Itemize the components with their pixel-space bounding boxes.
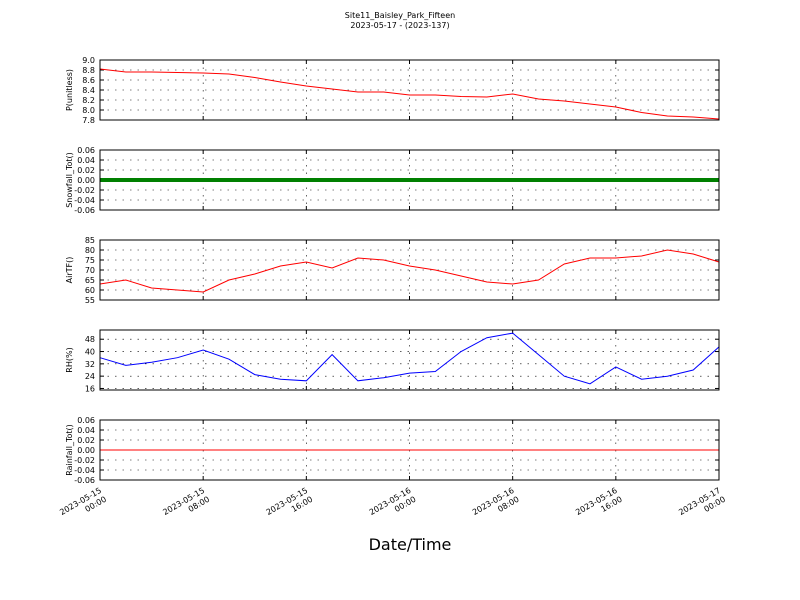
y-tick-label: 0.00 (77, 446, 95, 455)
y-tick-label: 32 (85, 360, 95, 369)
y-tick-label: -0.02 (74, 456, 95, 465)
y-tick-label: 48 (85, 335, 95, 344)
y-tick-label: 0.04 (77, 156, 95, 165)
y-tick-label: -0.04 (74, 196, 95, 205)
y-tick-label: -0.06 (74, 476, 95, 485)
y-tick-label: 0.04 (77, 426, 95, 435)
y-tick-label: 0.00 (77, 176, 95, 185)
y-axis-label: Snowfall_Tot() (65, 152, 74, 208)
y-axis-label: Rainfall_Tot() (65, 424, 74, 476)
y-tick-label: 0.02 (77, 166, 95, 175)
y-tick-label: 8.6 (82, 76, 95, 85)
axes-frame (99, 239, 720, 301)
y-tick-label: 8.2 (82, 96, 95, 105)
axes-frame (99, 149, 720, 211)
y-tick-label: -0.04 (74, 466, 95, 475)
y-tick-label: 9.0 (82, 56, 95, 65)
y-tick-label: 65 (85, 276, 95, 285)
y-tick-label: 8.8 (82, 66, 95, 75)
y-tick-label: 80 (85, 246, 95, 255)
y-tick-label: -0.02 (74, 186, 95, 195)
data-line (99, 332, 720, 385)
data-line (99, 249, 720, 293)
axes-frame (99, 59, 720, 121)
y-tick-label: 75 (85, 256, 95, 265)
y-tick-label: 0.02 (77, 436, 95, 445)
y-tick-label: 85 (85, 236, 95, 245)
chart-title: Site11_Baisley_Park_Fifteen (345, 11, 455, 20)
x-axis-label: Date/Time (369, 535, 452, 554)
axes-frame (99, 329, 720, 391)
y-axis-label: P(unitless) (65, 69, 74, 111)
y-tick-label: -0.06 (74, 206, 95, 215)
x-tick-label: 2023-05-1500:00 (58, 486, 108, 526)
x-tick-label: 2023-05-1700:00 (677, 486, 727, 526)
y-tick-label: 24 (85, 372, 95, 381)
x-tick-label: 2023-05-1608:00 (471, 486, 521, 526)
y-tick-label: 8.4 (82, 86, 95, 95)
y-tick-label: 0.06 (77, 416, 95, 425)
y-tick-label: 60 (85, 286, 95, 295)
y-axis-label: RH(%) (65, 347, 74, 372)
y-tick-label: 70 (85, 266, 95, 275)
x-tick-label: 2023-05-1600:00 (368, 486, 418, 526)
y-tick-label: 40 (85, 348, 95, 357)
y-tick-label: 8.0 (82, 106, 95, 115)
x-tick-label: 2023-05-1516:00 (265, 486, 315, 526)
y-tick-label: 7.8 (82, 116, 95, 125)
y-axis-label: AirTF() (65, 257, 74, 284)
y-tick-label: 16 (85, 384, 95, 393)
y-tick-label: 55 (85, 296, 95, 305)
y-tick-label: 0.06 (77, 146, 95, 155)
data-line (99, 68, 720, 120)
chart-subtitle: 2023-05-17 - (2023-137) (350, 21, 449, 30)
x-tick-label: 2023-05-1616:00 (574, 486, 624, 526)
x-tick-label: 2023-05-1508:00 (161, 486, 211, 526)
axes-frame (99, 419, 720, 481)
